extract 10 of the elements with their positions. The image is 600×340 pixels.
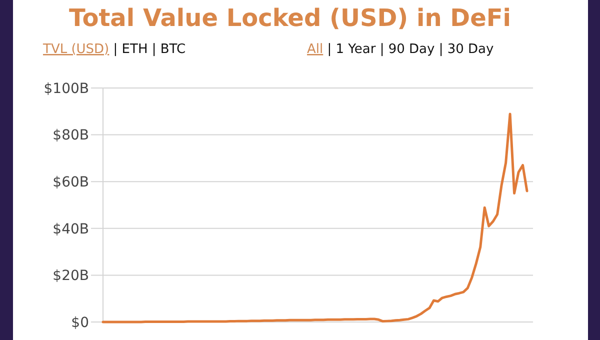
y-tick-label: $80B [52, 128, 89, 144]
chart-title: Total Value Locked (USD) in DeFi [69, 4, 511, 32]
y-tick-label: $40B [52, 221, 89, 238]
y-tick-label: $0 [71, 314, 89, 331]
y-tick-label: $60B [52, 174, 89, 190]
text: TVL (USD) | ETH | BTC [42, 42, 186, 57]
y-tick-label: $20B [52, 268, 89, 284]
text: All | 1 Year | 90 Day | 30 Day [307, 42, 494, 57]
y-tick-label: $100B [44, 80, 89, 97]
line-series [102, 112, 528, 324]
